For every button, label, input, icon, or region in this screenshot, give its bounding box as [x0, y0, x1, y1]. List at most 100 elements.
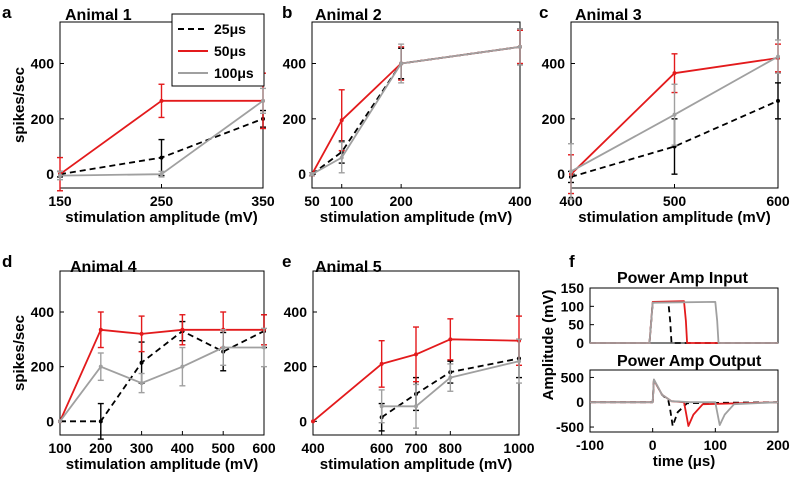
y-tick-label: 400 — [284, 304, 308, 320]
data-point — [672, 112, 677, 117]
data-point — [261, 98, 265, 103]
x-tick-label: 50 — [304, 193, 320, 209]
data-point — [98, 327, 103, 332]
data-point — [311, 419, 315, 424]
y-tick-label: -500 — [556, 419, 584, 435]
data-point — [98, 364, 103, 369]
data-point — [672, 71, 677, 76]
data-point — [414, 404, 418, 409]
series-line-2 — [311, 46, 521, 175]
y-tick-label: 50 — [568, 317, 584, 333]
x-tick-label: 600 — [766, 193, 790, 209]
x-tick-label: 400 — [301, 440, 325, 456]
data-point — [159, 98, 164, 103]
panel-title: Animal 3 — [575, 7, 642, 24]
y-tick-label: 0 — [576, 335, 584, 351]
x-axis-label: time (μs) — [653, 453, 716, 470]
panel-title: Animal 5 — [315, 259, 382, 276]
x-tick-label: 100 — [330, 193, 354, 209]
y-tick-label: 0 — [557, 166, 565, 182]
legend-label-0: 25μs — [214, 21, 246, 37]
x-axis-label: stimulation amplitude (mV) — [66, 456, 259, 473]
y-tick-label: 200 — [31, 111, 55, 127]
data-point — [569, 169, 573, 174]
data-point — [379, 361, 384, 366]
x-axis-label: stimulation amplitude (mV) — [320, 209, 513, 226]
x-tick-label: 400 — [171, 440, 195, 456]
panel-letter: c — [539, 3, 548, 22]
y-tick-label: 200 — [283, 111, 307, 127]
data-point — [98, 419, 103, 424]
axes-frame — [589, 287, 779, 344]
data-point — [339, 118, 344, 123]
y-tick-label: 0 — [299, 413, 307, 429]
data-point — [180, 327, 185, 332]
data-point — [58, 173, 62, 178]
panel-letter: b — [282, 3, 292, 22]
x-tick-label: 150 — [48, 193, 72, 209]
data-point — [448, 375, 453, 380]
data-point — [379, 404, 384, 409]
y-tick-label: 400 — [31, 56, 55, 72]
data-point — [448, 337, 453, 342]
panel-letter: a — [2, 3, 12, 22]
data-point — [139, 360, 144, 365]
data-point — [776, 98, 780, 103]
panel-title: Power Amp Input — [617, 270, 749, 287]
x-tick-label: 700 — [404, 440, 428, 456]
y-tick-label: 150 — [561, 280, 585, 296]
panel-title: Animal 4 — [70, 259, 137, 276]
panel-letter: f — [569, 252, 575, 271]
data-point — [159, 172, 164, 177]
y-tick-label: 500 — [561, 369, 585, 385]
y-tick-label: 0 — [46, 413, 54, 429]
y-tick-label: 400 — [31, 304, 55, 320]
panel-f2: -500 0 500 -100 0 100 200 time (μs) Power Amp Ou… — [556, 353, 790, 470]
y-axis-label: Amplitude (mV) — [540, 290, 557, 401]
y-axis-label: spikes/sec — [11, 315, 28, 391]
x-tick-label: 0 — [649, 437, 657, 453]
data-point — [262, 345, 266, 350]
x-tick-label: 200 — [89, 440, 113, 456]
y-tick-label: 200 — [284, 359, 308, 375]
x-axis-label: stimulation amplitude (mV) — [578, 209, 771, 226]
data-point — [339, 155, 344, 160]
data-point — [310, 172, 314, 177]
panel-letter: d — [2, 252, 12, 271]
x-tick-label: 350 — [251, 193, 275, 209]
x-tick-label: 800 — [439, 440, 463, 456]
x-tick-label: 100 — [704, 437, 728, 453]
legend-label-2: 100μs — [214, 65, 254, 81]
x-tick-label: 200 — [766, 437, 790, 453]
data-point — [221, 345, 226, 350]
data-point — [399, 61, 404, 66]
y-tick-label: 200 — [542, 111, 566, 127]
x-tick-label: 500 — [212, 440, 236, 456]
x-axis-label: stimulation amplitude (mV) — [320, 456, 513, 473]
y-tick-label: 0 — [298, 166, 306, 182]
panel-letter: e — [282, 252, 291, 271]
x-tick-label: 200 — [389, 193, 413, 209]
data-point — [414, 352, 418, 357]
y-tick-label: 200 — [31, 359, 55, 375]
legend: 25μs 50μs 100μs — [171, 13, 265, 87]
y-tick-label: 400 — [542, 56, 566, 72]
x-tick-label: 600 — [370, 440, 394, 456]
series-line-1 — [59, 328, 264, 422]
series-line-2 — [381, 360, 520, 408]
series-line-2 — [590, 378, 779, 427]
panel-title: Animal 2 — [315, 7, 382, 24]
series-line-0 — [570, 99, 779, 178]
series-line-2 — [59, 346, 264, 422]
x-tick-label: 300 — [130, 440, 154, 456]
legend-label-1: 50μs — [214, 43, 246, 59]
x-tick-label: 400 — [508, 193, 532, 209]
y-tick-label: 400 — [283, 56, 307, 72]
data-point — [517, 359, 521, 364]
